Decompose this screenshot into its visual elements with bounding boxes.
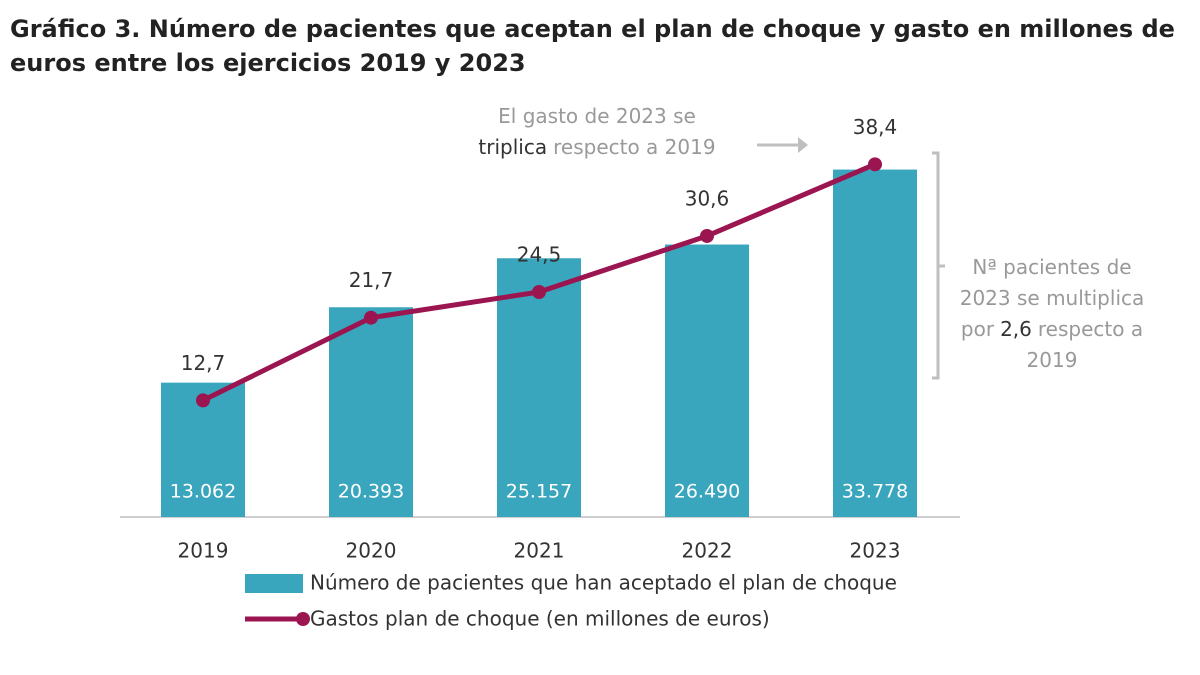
annotation: Nª pacientes de [972, 255, 1131, 279]
bar [329, 307, 413, 517]
annotation-text: respecto a [1038, 317, 1143, 341]
line-value-label: 24,5 [517, 243, 562, 267]
bar-value-label: 20.393 [338, 481, 404, 503]
annotation: 2023 se multiplica [960, 286, 1145, 310]
line-value-label: 21,7 [349, 268, 394, 292]
annotation-text: 2,6 [1000, 317, 1032, 341]
line-point [196, 393, 210, 408]
x-tick-label: 2022 [682, 539, 733, 563]
bar [665, 244, 749, 517]
bar [497, 258, 581, 517]
annotation-text: triplica [478, 135, 547, 159]
x-tick-label: 2020 [346, 539, 397, 563]
x-tick-label: 2019 [178, 539, 229, 563]
annotation-text: Nª pacientes de [972, 255, 1131, 279]
legend-label: Gastos plan de choque (en millones de eu… [310, 607, 770, 631]
line-value-label: 30,6 [685, 186, 730, 210]
bar [833, 169, 917, 517]
annotation-text: por [961, 317, 995, 341]
x-tick-label: 2021 [514, 539, 565, 563]
line-point [532, 285, 546, 299]
legend-swatch [296, 612, 310, 626]
bracket [932, 151, 940, 380]
annotation: El gasto de 2023 se [498, 104, 696, 128]
arrow-head [798, 137, 808, 153]
annotation: 2019 [1027, 348, 1078, 372]
bar-value-label: 25.157 [506, 481, 572, 503]
line-value-label: 12,7 [181, 351, 226, 375]
annotation-text: respecto a 2019 [553, 135, 715, 159]
annotation-text: 2023 se multiplica [960, 286, 1145, 310]
bar-value-label: 33.778 [842, 481, 908, 503]
legend-label: Número de pacientes que han aceptado el … [310, 571, 897, 595]
line-point [364, 310, 378, 325]
chart-title: Gráfico 3. Número de pacientes que acept… [10, 15, 1175, 77]
bar-value-label: 26.490 [674, 481, 740, 503]
x-tick-label: 2023 [850, 539, 901, 563]
bar-value-label: 13.062 [170, 481, 236, 503]
annotation: por 2,6 respecto a [961, 317, 1143, 341]
annotation-text: El gasto de 2023 se [498, 104, 696, 128]
line-point [700, 228, 714, 243]
annotation: triplica respecto a 2019 [478, 135, 715, 159]
annotation-text: 2019 [1027, 348, 1078, 372]
legend-swatch [245, 574, 303, 593]
line-value-label: 38,4 [853, 115, 898, 139]
line-point [868, 157, 882, 172]
